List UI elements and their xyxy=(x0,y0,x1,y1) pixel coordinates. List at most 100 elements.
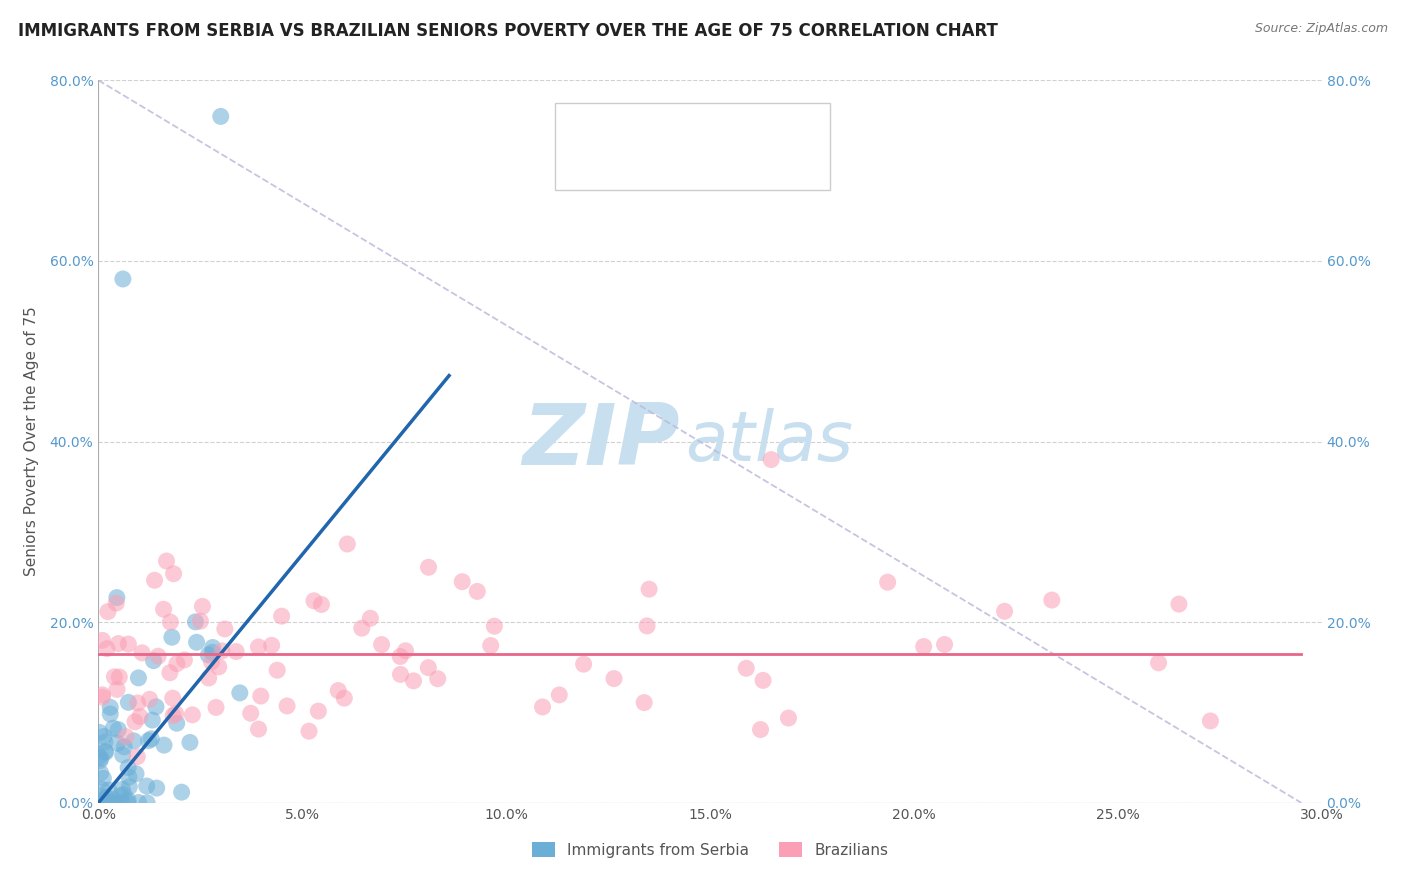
Point xyxy=(548,688,571,702)
Point xyxy=(239,706,262,721)
Point xyxy=(197,671,219,685)
Point xyxy=(778,711,800,725)
Point xyxy=(934,638,956,652)
Point xyxy=(90,796,112,810)
Point xyxy=(94,796,117,810)
Point xyxy=(112,788,135,802)
Text: R = 0.489   N = 75: R = 0.489 N = 75 xyxy=(614,114,772,132)
Point xyxy=(389,649,412,664)
Legend: Immigrants from Serbia, Brazilians: Immigrants from Serbia, Brazilians xyxy=(526,836,894,863)
Point xyxy=(260,638,283,652)
Point xyxy=(117,796,139,810)
Point xyxy=(418,560,440,574)
Point xyxy=(143,574,166,588)
Point xyxy=(142,654,165,668)
Point xyxy=(394,644,416,658)
Point xyxy=(336,537,359,551)
Point xyxy=(93,730,115,744)
Point xyxy=(97,605,120,619)
Point xyxy=(91,793,114,807)
Point xyxy=(100,796,122,810)
Point xyxy=(333,691,356,706)
Point xyxy=(127,671,149,685)
Point xyxy=(298,724,321,739)
Point xyxy=(131,646,153,660)
Point xyxy=(94,796,117,810)
Point xyxy=(247,640,270,654)
Point xyxy=(112,739,135,754)
Point xyxy=(127,749,149,764)
Point xyxy=(98,796,121,810)
Point xyxy=(94,796,117,810)
Point xyxy=(389,667,412,681)
Point xyxy=(117,793,139,807)
Point xyxy=(214,622,236,636)
Point xyxy=(370,638,392,652)
Point xyxy=(117,637,139,651)
Point xyxy=(276,698,298,713)
Point xyxy=(229,686,252,700)
Point xyxy=(128,796,150,810)
Text: IMMIGRANTS FROM SERBIA VS BRAZILIAN SENIORS POVERTY OVER THE AGE OF 75 CORRELATI: IMMIGRANTS FROM SERBIA VS BRAZILIAN SENI… xyxy=(18,22,998,40)
Point xyxy=(115,730,138,744)
Point xyxy=(179,735,201,749)
Point xyxy=(249,689,271,703)
Point xyxy=(735,661,758,675)
Point xyxy=(302,594,325,608)
Point xyxy=(93,796,115,810)
Point xyxy=(100,796,122,810)
Point xyxy=(90,751,112,765)
Point xyxy=(159,615,181,629)
Point xyxy=(201,655,224,669)
Point xyxy=(307,704,329,718)
Point xyxy=(186,635,208,649)
Point xyxy=(110,789,132,803)
Point xyxy=(1167,597,1189,611)
Point xyxy=(98,706,121,721)
Point xyxy=(1040,593,1063,607)
Point xyxy=(160,630,183,644)
Point xyxy=(876,575,898,590)
Point xyxy=(103,796,125,810)
Point xyxy=(107,636,129,650)
Point xyxy=(572,657,595,672)
Point xyxy=(162,691,184,706)
Point xyxy=(89,789,111,803)
Point xyxy=(211,644,233,658)
Point xyxy=(96,790,118,805)
Point xyxy=(103,670,125,684)
Point xyxy=(484,619,506,633)
Point xyxy=(141,713,163,727)
Point xyxy=(145,699,167,714)
Point xyxy=(451,574,474,589)
Point xyxy=(91,633,114,648)
Point xyxy=(141,731,163,746)
Point xyxy=(91,796,114,810)
Point xyxy=(191,599,214,614)
Point xyxy=(89,725,111,739)
Point xyxy=(638,582,661,596)
Point xyxy=(127,696,149,710)
Point xyxy=(479,639,502,653)
Point xyxy=(111,747,134,762)
Point xyxy=(749,723,772,737)
Point xyxy=(205,700,228,714)
Point xyxy=(201,640,224,655)
Point xyxy=(94,745,117,759)
Point xyxy=(90,782,112,797)
Point xyxy=(98,796,121,810)
Point xyxy=(328,683,350,698)
Point xyxy=(247,722,270,736)
Point xyxy=(155,554,177,568)
Point xyxy=(166,716,188,731)
Point xyxy=(1199,714,1222,728)
Point xyxy=(98,796,121,810)
Text: ZIP: ZIP xyxy=(522,400,679,483)
Point xyxy=(152,602,174,616)
Point xyxy=(636,619,658,633)
Point xyxy=(87,749,110,764)
Point xyxy=(94,735,117,749)
Point xyxy=(225,644,247,658)
Point xyxy=(162,566,184,581)
Point xyxy=(111,272,134,286)
